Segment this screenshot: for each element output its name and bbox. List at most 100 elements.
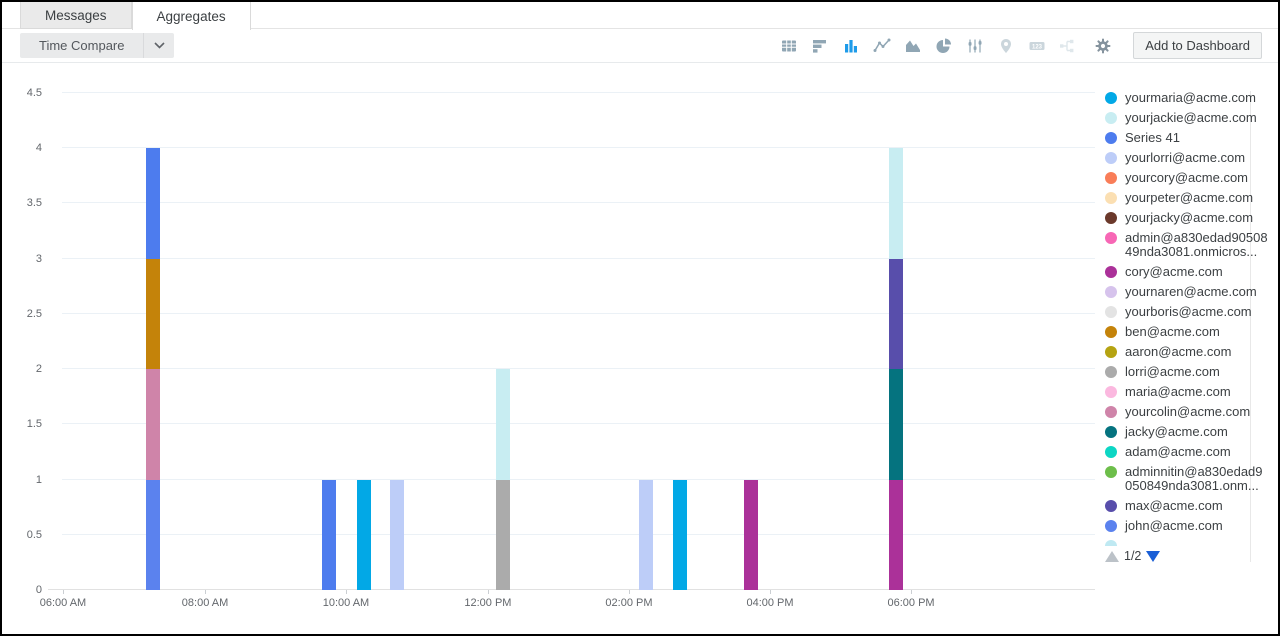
legend-item[interactable]: Series 41 [1105, 131, 1271, 145]
flow-icon [1060, 39, 1074, 52]
legend-label: john@acme.com [1125, 518, 1223, 533]
legend-item[interactable]: maria@acme.com [1105, 385, 1271, 399]
legend-dot [1105, 326, 1117, 338]
legend-item[interactable]: john@acme.com [1105, 519, 1271, 533]
line-chart-icon[interactable] [873, 37, 891, 55]
y-axis-labels: 0 0.5 1 1.5 2 2.5 3 3.5 4 4.5 [2, 87, 42, 596]
x-tick-label: 12:00 PM [464, 597, 512, 609]
legend-item[interactable]: yourjacky@acme.com [1105, 211, 1271, 225]
legend-label: yourpeter@acme.com [1125, 190, 1254, 205]
legend-item[interactable]: ben@acme.com [1105, 325, 1271, 339]
legend-label: jacky@acme.com [1125, 424, 1228, 439]
legend-item[interactable]: yourboris@acme.com [1105, 305, 1271, 319]
x-tick [628, 590, 630, 594]
bar-segment[interactable] [672, 479, 687, 590]
bar-segment[interactable] [888, 479, 903, 590]
legend-page-up-icon[interactable] [1105, 550, 1119, 562]
legend-dot [1105, 266, 1117, 278]
legend-item[interactable]: lorri@acme.com [1105, 365, 1271, 379]
legend-dot [1105, 286, 1117, 298]
legend-item[interactable]: yourcory@acme.com [1105, 171, 1271, 185]
tab-aggregates[interactable]: Aggregates [131, 2, 251, 30]
bar-segment[interactable] [639, 479, 654, 590]
legend-item[interactable]: yourjackie@acme.com [1105, 111, 1271, 125]
legend-label: ben@acme.com [1125, 324, 1220, 339]
legend-item[interactable]: yourmaria@acme.com [1105, 91, 1271, 105]
legend-item[interactable]: admin@a830edad9050849nda3081.onmicros... [1105, 231, 1271, 259]
legend-dot [1105, 306, 1117, 318]
sliders-icon[interactable] [966, 37, 984, 55]
legend-item[interactable]: max@acme.com [1105, 499, 1271, 513]
x-tick-label: 08:00 AM [181, 597, 229, 609]
legend-dot [1105, 212, 1117, 224]
bar-segment[interactable] [145, 479, 160, 590]
chevron-down-icon[interactable] [144, 42, 174, 49]
bar-segment[interactable] [496, 369, 510, 480]
tab-bar: Messages Aggregates [2, 2, 1278, 30]
legend-page-indicator: 1/2 [1124, 549, 1142, 563]
gridline [62, 533, 1095, 535]
area-chart-icon[interactable] [904, 37, 922, 55]
gridline [62, 312, 1095, 314]
legend-label: lorri@acme.com [1125, 364, 1220, 379]
legend-item[interactable]: adminnitin@a830edad9050849nda3081.onm... [1105, 465, 1271, 493]
legend-page-down-icon[interactable] [1146, 550, 1161, 562]
bar-segment[interactable] [321, 479, 336, 590]
legend-item[interactable]: aaron@acme.com [1105, 345, 1271, 359]
x-tick-label: 06:00 PM [887, 597, 935, 609]
y-tick-label: 2.5 [26, 307, 42, 320]
x-tick [62, 590, 64, 594]
legend-label: adminnitin@a830edad9050849nda3081.onm... [1125, 464, 1263, 493]
legend-dot [1105, 540, 1117, 546]
x-tick [345, 590, 347, 594]
bar-segment[interactable] [145, 148, 160, 259]
legend-item[interactable]: jacky@acme.com [1105, 425, 1271, 439]
legend-dot [1105, 366, 1117, 378]
legend-item[interactable]: yourlorri@acme.com [1105, 151, 1271, 165]
legend-label: cory@acme.com [1125, 264, 1223, 279]
add-to-dashboard-button[interactable]: Add to Dashboard [1133, 32, 1262, 59]
table-icon[interactable] [780, 37, 798, 55]
settings-gear-icon[interactable] [1094, 37, 1112, 55]
pie-chart-icon[interactable] [935, 37, 953, 55]
legend-item[interactable]: yourcolin@acme.com [1105, 405, 1271, 419]
legend-dot [1105, 172, 1117, 184]
bar-segment[interactable] [356, 479, 371, 590]
bar-segment[interactable] [888, 148, 903, 259]
gridline [62, 423, 1095, 425]
legend-dot [1105, 466, 1117, 478]
gridline [62, 257, 1095, 259]
gridline [62, 92, 1095, 93]
legend-dot [1105, 446, 1117, 458]
x-tick [205, 590, 207, 594]
horizontal-bar-chart-icon[interactable] [811, 37, 829, 55]
gridline [62, 202, 1095, 204]
bar-segment[interactable] [888, 258, 903, 370]
time-compare-button[interactable]: Time Compare [20, 33, 175, 58]
legend-item[interactable]: adam@acme.com [1105, 445, 1271, 459]
legend-item[interactable]: cory@acme.com [1105, 265, 1271, 279]
legend-dot [1105, 232, 1117, 244]
legend-item[interactable]: yournaren@acme.com [1105, 285, 1271, 299]
bar-segment[interactable] [496, 479, 510, 590]
plot-area: 06:00 AM 08:00 AM 10:00 AM 12:00 PM 02:00 PM… [40, 92, 1095, 609]
chart-type-toolbar: 123 [780, 32, 1262, 59]
y-tick-label: 4 [35, 142, 42, 155]
legend-dot [1105, 500, 1117, 512]
legend-dot [1105, 520, 1117, 532]
tab-messages[interactable]: Messages [20, 2, 132, 29]
bar-segment[interactable] [145, 369, 160, 480]
legend-dot [1105, 192, 1117, 204]
x-tick-label: 06:00 AM [39, 597, 87, 609]
number-123-icon: 123 [1029, 41, 1045, 50]
vertical-bar-chart-icon[interactable] [842, 37, 860, 55]
bar-segment[interactable] [888, 369, 903, 480]
bar-segment[interactable] [389, 479, 404, 590]
x-tick-label: 04:00 PM [746, 597, 794, 609]
x-tick [911, 590, 913, 594]
legend-item[interactable]: yourpeter@acme.com [1105, 191, 1271, 205]
bar-segment[interactable] [744, 479, 759, 590]
y-tick-label: 0.5 [26, 528, 42, 541]
x-tick-label: 02:00 PM [605, 597, 653, 609]
bar-segment[interactable] [145, 258, 160, 370]
